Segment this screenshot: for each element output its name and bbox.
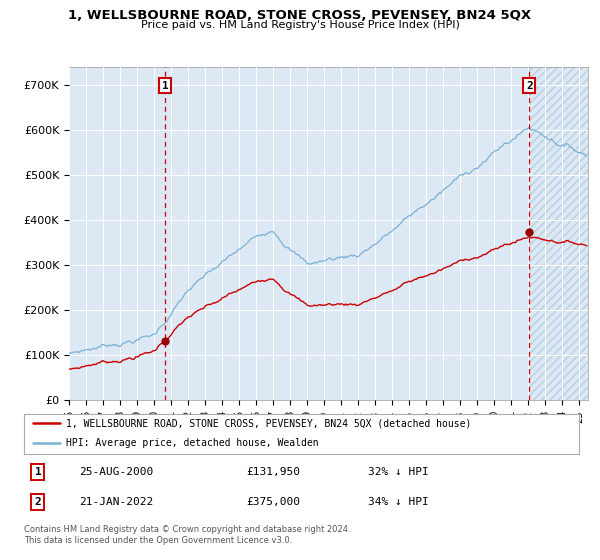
Bar <box>529 67 588 400</box>
Text: 1, WELLSBOURNE ROAD, STONE CROSS, PEVENSEY, BN24 5QX: 1, WELLSBOURNE ROAD, STONE CROSS, PEVENS… <box>68 9 532 22</box>
Text: £375,000: £375,000 <box>246 497 300 507</box>
Text: 1: 1 <box>162 81 169 91</box>
Text: 25-AUG-2000: 25-AUG-2000 <box>79 467 154 477</box>
Text: Contains HM Land Registry data © Crown copyright and database right 2024.
This d: Contains HM Land Registry data © Crown c… <box>24 525 350 545</box>
Text: 32% ↓ HPI: 32% ↓ HPI <box>368 467 429 477</box>
Text: Price paid vs. HM Land Registry's House Price Index (HPI): Price paid vs. HM Land Registry's House … <box>140 20 460 30</box>
Text: 2: 2 <box>35 497 41 507</box>
Text: HPI: Average price, detached house, Wealden: HPI: Average price, detached house, Weal… <box>65 438 318 448</box>
Text: £131,950: £131,950 <box>246 467 300 477</box>
Text: 1, WELLSBOURNE ROAD, STONE CROSS, PEVENSEY, BN24 5QX (detached house): 1, WELLSBOURNE ROAD, STONE CROSS, PEVENS… <box>65 418 471 428</box>
Text: 34% ↓ HPI: 34% ↓ HPI <box>368 497 429 507</box>
Text: 1: 1 <box>35 467 41 477</box>
Text: 21-JAN-2022: 21-JAN-2022 <box>79 497 154 507</box>
Text: 2: 2 <box>526 81 533 91</box>
